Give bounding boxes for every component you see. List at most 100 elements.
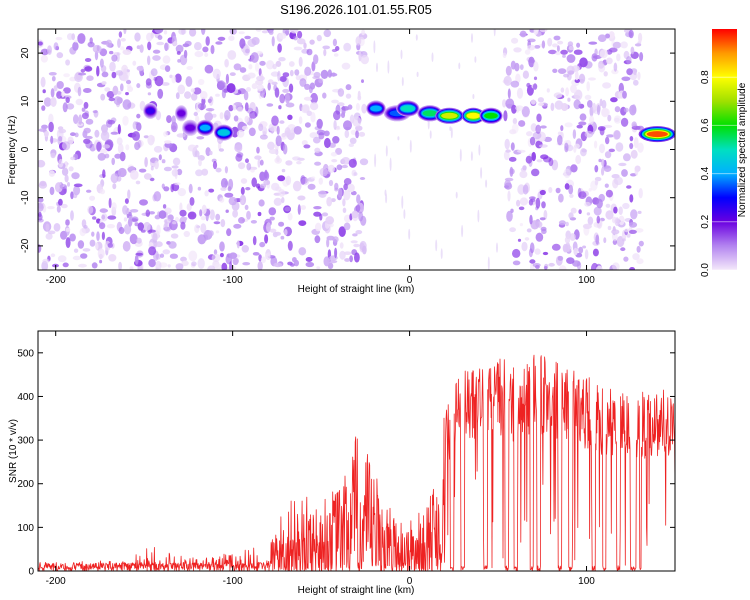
- noise-blob: [114, 153, 122, 159]
- noise-blob: [343, 251, 352, 255]
- noise-blob: [65, 227, 71, 232]
- feature-contour: [484, 112, 498, 119]
- noise-blob: [70, 210, 74, 221]
- noise-blob: [611, 230, 619, 234]
- snr-xtick-label: 0: [407, 576, 413, 587]
- noise-blob: [245, 158, 249, 163]
- noise-blob: [170, 183, 174, 193]
- noise-blob: [347, 183, 355, 193]
- noise-blob: [608, 148, 615, 153]
- noise-blob: [607, 114, 612, 122]
- noise-blob: [185, 76, 193, 87]
- noise-blob: [564, 236, 571, 244]
- noise-blob: [511, 104, 517, 114]
- noise-blob: [584, 249, 589, 260]
- noise-blob: [614, 106, 621, 113]
- noise-blob: [622, 238, 626, 242]
- noise-blob: [529, 242, 535, 254]
- noise-blob: [189, 197, 195, 206]
- noise-streak: [397, 136, 400, 141]
- noise-blob: [195, 144, 199, 148]
- noise-blob: [563, 168, 571, 179]
- noise-blob: [282, 72, 290, 78]
- noise-blob: [163, 131, 168, 137]
- noise-blob: [271, 115, 279, 126]
- noise-blob: [157, 35, 163, 40]
- noise-blob: [636, 245, 641, 253]
- noise-blob: [71, 172, 80, 180]
- noise-blob: [574, 89, 583, 101]
- noise-blob: [233, 223, 242, 229]
- noise-blob: [576, 124, 583, 129]
- noise-blob: [99, 188, 106, 195]
- noise-blob: [276, 155, 280, 163]
- noise-blob: [132, 60, 137, 66]
- noise-blob: [502, 52, 507, 58]
- noise-blob: [179, 202, 183, 212]
- noise-blob: [277, 70, 281, 82]
- noise-blob: [180, 221, 186, 230]
- noise-blob: [629, 194, 634, 203]
- noise-blob: [228, 178, 234, 190]
- noise-blob: [73, 193, 78, 199]
- noise-blob: [50, 152, 56, 159]
- noise-blob: [526, 131, 533, 137]
- noise-blob: [144, 157, 148, 168]
- noise-blob: [251, 83, 258, 90]
- noise-blob: [518, 206, 525, 211]
- noise-blob: [244, 204, 249, 210]
- noise-blob: [199, 209, 203, 217]
- noise-blob: [601, 107, 609, 118]
- noise-blob: [250, 220, 257, 224]
- noise-blob: [548, 49, 557, 55]
- noise-blob: [269, 228, 277, 233]
- noise-blob: [130, 209, 139, 213]
- noise-blob: [116, 91, 122, 95]
- noise-blob: [573, 99, 581, 110]
- noise-blob: [349, 255, 353, 263]
- noise-blob: [637, 142, 644, 153]
- noise-blob: [303, 144, 311, 149]
- noise-blob: [204, 64, 214, 74]
- noise-blob: [85, 140, 93, 149]
- noise-blob: [111, 157, 115, 166]
- noise-blob: [298, 220, 307, 227]
- noise-blob: [248, 63, 253, 70]
- noise-blob: [361, 79, 364, 83]
- noise-blob: [155, 241, 163, 248]
- noise-blob: [594, 165, 599, 173]
- noise-blob: [565, 87, 569, 97]
- noise-blob: [117, 124, 121, 135]
- noise-blob: [630, 209, 638, 220]
- noise-blob: [237, 88, 247, 95]
- noise-blob: [138, 168, 147, 173]
- noise-blob: [343, 42, 352, 52]
- noise-blob: [529, 196, 536, 200]
- noise-blob: [204, 52, 209, 57]
- noise-blob: [45, 223, 50, 232]
- noise-blob: [620, 41, 628, 49]
- noise-blob: [167, 264, 171, 268]
- noise-blob: [72, 41, 79, 51]
- noise-streak: [409, 139, 412, 153]
- noise-blob: [634, 43, 642, 47]
- noise-blob: [152, 232, 158, 243]
- noise-blob: [120, 38, 126, 42]
- noise-blob: [62, 102, 68, 113]
- noise-blob: [150, 68, 158, 77]
- noise-streak: [474, 56, 477, 63]
- noise-blob: [616, 236, 625, 247]
- noise-blob: [218, 148, 224, 152]
- noise-blob: [313, 136, 321, 144]
- noise-blob: [298, 116, 303, 124]
- noise-blob: [512, 260, 521, 266]
- noise-blob: [99, 149, 108, 154]
- noise-blob: [236, 130, 245, 138]
- noise-blob: [341, 164, 348, 169]
- noise-blob: [637, 210, 642, 214]
- noise-blob: [510, 142, 515, 151]
- noise-blob: [605, 210, 614, 220]
- noise-blob: [40, 55, 49, 63]
- noise-blob: [73, 114, 79, 125]
- noise-blob: [171, 165, 179, 169]
